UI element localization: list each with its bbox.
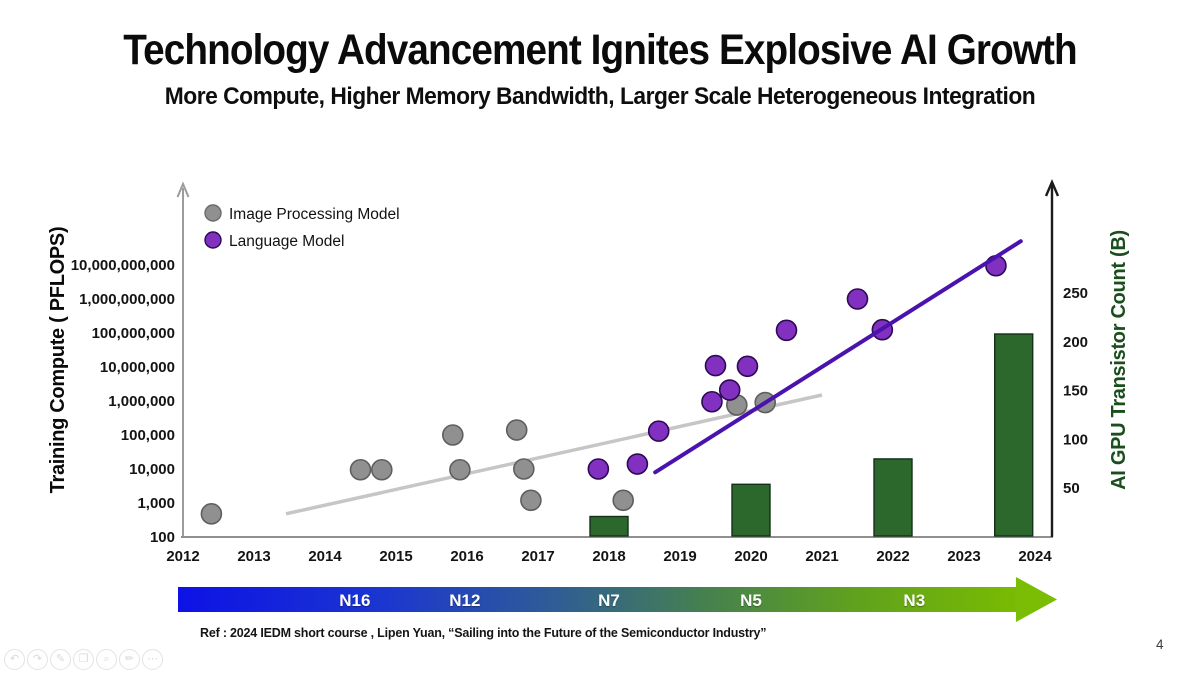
left-axis-tick-label: 1,000 [137, 495, 175, 512]
left-axis-tick-label: 100 [150, 529, 175, 546]
x-axis-year-label: 2016 [450, 548, 483, 565]
process-node-labels: N16 N12 N7 N5 N3 [339, 591, 925, 610]
left-axis-tick-label: 10,000,000,000 [71, 257, 175, 274]
x-axis-year-label: 2012 [166, 548, 199, 565]
scatter-point-language-model [647, 420, 670, 442]
process-node-label: N5 [740, 591, 762, 610]
scatter-point-image-processing [441, 424, 464, 446]
left-axis-ticks: 100 1,000 10,000 100,000 1,000,000 10,000,000… [71, 257, 175, 546]
trend-line-purple-layer [653, 239, 1023, 475]
x-axis-year-label: 2024 [1018, 548, 1052, 565]
scatter-point-language-model [587, 458, 610, 480]
right-axis-arrow-icon [1044, 178, 1060, 197]
process-node-label: N7 [598, 591, 620, 610]
x-axis-year-label: 2017 [521, 548, 554, 565]
scatter-point-image-processing [512, 458, 535, 480]
scatter-points-layer [200, 254, 1007, 525]
transistor-count-bar [994, 333, 1034, 537]
x-axis-year-label: 2023 [947, 548, 980, 565]
left-axis-tick-label: 10,000 [129, 461, 175, 478]
process-node-label: N12 [449, 591, 480, 610]
scatter-point-language-model [626, 453, 649, 475]
x-axis-year-label: 2013 [237, 548, 270, 565]
legend-swatch-language-model [204, 231, 222, 249]
search-icon[interactable]: ⌕ [96, 649, 117, 670]
transistor-count-bars [589, 333, 1034, 537]
legend-label-image-processing: Image Processing Model [229, 206, 400, 223]
reference-text: Ref : 2024 IEDM short course , Lipen Yua… [200, 626, 767, 640]
left-axis-tick-label: 100,000 [121, 427, 175, 444]
scatter-point-image-processing [200, 503, 223, 525]
left-axis-tick-label: 1,000,000 [108, 393, 175, 410]
transistor-count-bar [873, 458, 913, 537]
right-axis-tick-label: 50 [1063, 480, 1080, 497]
right-axis-ticks: 50 100 150 200 250 [1063, 285, 1088, 497]
scatter-point-language-model [736, 355, 759, 378]
x-axis-year-label: 2018 [592, 548, 625, 565]
scatter-point-image-processing [370, 458, 393, 481]
right-axis-tick-label: 200 [1063, 334, 1088, 351]
transistor-count-bar [589, 515, 629, 537]
left-axis-tick-label: 100,000,000 [92, 325, 175, 342]
annotation-toolbar: ↶ ↷ ✎ ❐ ⌕ ✏ ⋯ [4, 649, 163, 670]
redo-icon[interactable]: ↷ [27, 649, 48, 670]
x-axis-year-label: 2014 [308, 548, 342, 565]
left-axis-arrow-icon [176, 181, 190, 198]
scatter-point-image-processing [505, 419, 528, 441]
scatter-point-image-processing [520, 489, 542, 512]
more-icon[interactable]: ⋯ [142, 649, 163, 670]
scatter-point-image-processing [612, 489, 635, 512]
undo-icon[interactable]: ↶ [4, 649, 25, 670]
pen-icon[interactable]: ✎ [50, 649, 71, 670]
trend-line-language-model [653, 239, 1023, 475]
process-node-label: N3 [903, 591, 925, 610]
process-node-arrow-body [178, 587, 1016, 612]
legend-label-language-model: Language Model [229, 233, 345, 250]
page-number: 4 [1156, 637, 1164, 652]
scatter-point-language-model [775, 319, 798, 342]
x-axis-year-label: 2022 [876, 548, 909, 565]
legend-swatch-image-processing [204, 204, 222, 222]
scatter-point-language-model [704, 354, 727, 377]
slide-title: Technology Advancement Ignites Explosive… [123, 26, 1077, 74]
x-axis-year-label: 2020 [734, 548, 767, 565]
right-axis-tick-label: 150 [1063, 383, 1088, 400]
left-axis-tick-label: 10,000,000 [100, 359, 175, 376]
x-axis-year-label: 2015 [379, 548, 412, 565]
slide-subtitle: More Compute, Higher Memory Bandwidth, L… [164, 83, 1036, 110]
right-axis-tick-label: 100 [1063, 431, 1088, 448]
scatter-point-language-model [701, 390, 723, 413]
x-axis-year-labels: 2012 2013 2014 2015 2016 2017 2018 2019 2020 2021… [166, 548, 1052, 565]
process-node-arrow-head-icon [1016, 577, 1057, 622]
scatter-point-language-model [718, 379, 741, 401]
scatter-point-language-model [846, 288, 869, 310]
scatter-point-image-processing [449, 458, 471, 481]
transistor-count-bar [731, 483, 771, 537]
right-axis-tick-label: 250 [1063, 285, 1088, 302]
process-node-label: N16 [339, 591, 370, 610]
copy-icon[interactable]: ❐ [73, 649, 94, 670]
highlight-icon[interactable]: ✏ [119, 649, 140, 670]
scatter-point-image-processing [349, 458, 372, 481]
x-axis-year-label: 2019 [663, 548, 696, 565]
right-axis-title: AI GPU Transistor Count (B) [1108, 230, 1130, 490]
x-axis-year-label: 2021 [805, 548, 838, 565]
left-axis-title: Training Compute ( PFLOPS) [47, 227, 69, 494]
left-axis-tick-label: 1,000,000,000 [79, 291, 175, 308]
